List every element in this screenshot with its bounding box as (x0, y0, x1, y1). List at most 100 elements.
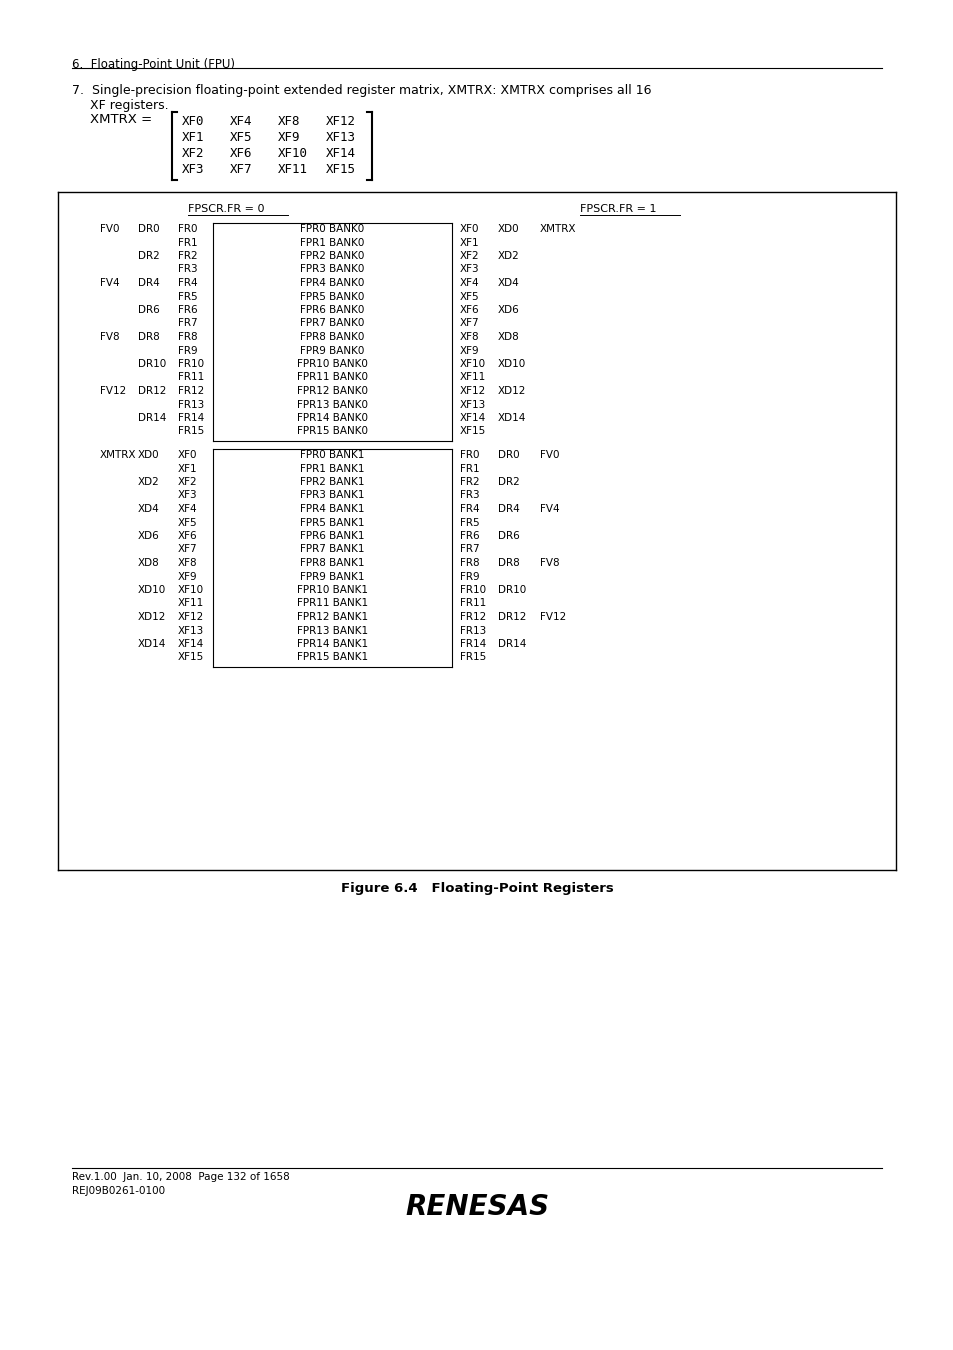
Text: XF7: XF7 (459, 319, 479, 328)
Text: FR3: FR3 (178, 265, 197, 274)
Text: XF0: XF0 (182, 115, 204, 128)
Text: FPR10 BANK0: FPR10 BANK0 (296, 359, 368, 369)
Text: XF10: XF10 (178, 585, 204, 595)
Text: FPR14 BANK1: FPR14 BANK1 (296, 639, 368, 649)
Text: FPR6 BANK1: FPR6 BANK1 (300, 531, 364, 541)
Text: FR14: FR14 (178, 413, 204, 423)
Text: FPR6 BANK0: FPR6 BANK0 (300, 305, 364, 315)
Text: XMTRX: XMTRX (539, 224, 576, 234)
Text: XF11: XF11 (277, 163, 308, 176)
Text: FR9: FR9 (459, 571, 479, 582)
Text: XF11: XF11 (178, 598, 204, 609)
Text: XD4: XD4 (138, 504, 159, 514)
Text: XF7: XF7 (178, 544, 197, 555)
Text: XF13: XF13 (459, 400, 486, 409)
Text: FV8: FV8 (100, 332, 119, 342)
Text: FV8: FV8 (539, 558, 559, 568)
Text: FR12: FR12 (178, 386, 204, 396)
Text: XF5: XF5 (459, 292, 479, 301)
Text: DR8: DR8 (497, 558, 519, 568)
Text: FPR1 BANK0: FPR1 BANK0 (300, 238, 364, 247)
Text: FR8: FR8 (178, 332, 197, 342)
Text: XF11: XF11 (459, 373, 486, 382)
Text: FV0: FV0 (100, 224, 119, 234)
Text: XF2: XF2 (178, 477, 197, 487)
Text: FPR12 BANK0: FPR12 BANK0 (296, 386, 368, 396)
Text: XF registers.: XF registers. (90, 99, 169, 112)
Text: XD10: XD10 (138, 585, 166, 595)
Text: DR0: DR0 (138, 224, 159, 234)
Text: XF3: XF3 (178, 490, 197, 501)
Text: DR2: DR2 (138, 251, 159, 261)
Text: DR14: DR14 (497, 639, 526, 649)
Text: FPR11 BANK0: FPR11 BANK0 (296, 373, 368, 382)
Text: XD8: XD8 (138, 558, 159, 568)
Text: DR12: DR12 (497, 612, 526, 622)
Text: XD0: XD0 (497, 224, 519, 234)
Text: FPR3 BANK1: FPR3 BANK1 (300, 490, 364, 501)
Text: XD12: XD12 (497, 386, 526, 396)
Text: FV12: FV12 (100, 386, 126, 396)
Text: FPR0 BANK1: FPR0 BANK1 (300, 450, 364, 460)
Text: FR15: FR15 (459, 652, 486, 663)
Text: FPR10 BANK1: FPR10 BANK1 (296, 585, 368, 595)
Text: XD2: XD2 (497, 251, 519, 261)
Text: FR0: FR0 (459, 450, 479, 460)
Text: XF8: XF8 (178, 558, 197, 568)
Text: FR9: FR9 (178, 346, 197, 355)
Text: DR6: DR6 (497, 531, 519, 541)
Text: RENESAS: RENESAS (404, 1193, 549, 1220)
Text: FPR1 BANK1: FPR1 BANK1 (300, 463, 364, 474)
Text: XMTRX =: XMTRX = (90, 113, 156, 126)
Text: FPR9 BANK0: FPR9 BANK0 (300, 346, 364, 355)
Text: FR3: FR3 (459, 490, 479, 501)
Text: FPR8 BANK0: FPR8 BANK0 (300, 332, 364, 342)
Text: FPR14 BANK0: FPR14 BANK0 (296, 413, 368, 423)
Text: XD10: XD10 (497, 359, 526, 369)
Text: XF2: XF2 (459, 251, 479, 261)
Text: Figure 6.4   Floating-Point Registers: Figure 6.4 Floating-Point Registers (340, 882, 613, 895)
Text: XF13: XF13 (326, 131, 355, 144)
Text: FPR15 BANK1: FPR15 BANK1 (296, 652, 368, 663)
Text: FR15: FR15 (178, 427, 204, 436)
Text: FPR5 BANK1: FPR5 BANK1 (300, 517, 364, 528)
Text: FPR12 BANK1: FPR12 BANK1 (296, 612, 368, 622)
Text: DR0: DR0 (497, 450, 519, 460)
Text: DR10: DR10 (497, 585, 526, 595)
Text: FR13: FR13 (178, 400, 204, 409)
Text: FR10: FR10 (459, 585, 486, 595)
Text: FPR15 BANK0: FPR15 BANK0 (296, 427, 368, 436)
Text: FPR5 BANK0: FPR5 BANK0 (300, 292, 364, 301)
Text: REJ09B0261-0100: REJ09B0261-0100 (71, 1187, 165, 1196)
Text: XF3: XF3 (182, 163, 204, 176)
Text: FR10: FR10 (178, 359, 204, 369)
Text: XF4: XF4 (230, 115, 253, 128)
Text: FV4: FV4 (539, 504, 559, 514)
Text: FR6: FR6 (178, 305, 197, 315)
Text: FPR9 BANK1: FPR9 BANK1 (300, 571, 364, 582)
Text: FPR7 BANK1: FPR7 BANK1 (300, 544, 364, 555)
Text: FPR2 BANK1: FPR2 BANK1 (300, 477, 364, 487)
Text: XF10: XF10 (459, 359, 486, 369)
Text: XD14: XD14 (138, 639, 166, 649)
Text: XF10: XF10 (277, 147, 308, 161)
Text: XF9: XF9 (277, 131, 300, 144)
Text: FV0: FV0 (539, 450, 558, 460)
Text: XF6: XF6 (178, 531, 197, 541)
Text: XD2: XD2 (138, 477, 159, 487)
Text: XF9: XF9 (178, 571, 197, 582)
Text: FPR7 BANK0: FPR7 BANK0 (300, 319, 364, 328)
Text: XF15: XF15 (178, 652, 204, 663)
Text: XF1: XF1 (459, 238, 479, 247)
Text: XF2: XF2 (182, 147, 204, 161)
Text: XD8: XD8 (497, 332, 519, 342)
Text: DR14: DR14 (138, 413, 166, 423)
Text: FPSCR.FR = 0: FPSCR.FR = 0 (188, 204, 264, 215)
Text: XF0: XF0 (459, 224, 479, 234)
Text: DR4: DR4 (138, 278, 159, 288)
Text: XD4: XD4 (497, 278, 519, 288)
Text: XF1: XF1 (182, 131, 204, 144)
Text: XMTRX: XMTRX (100, 450, 136, 460)
Text: DR10: DR10 (138, 359, 166, 369)
Text: FV4: FV4 (100, 278, 119, 288)
